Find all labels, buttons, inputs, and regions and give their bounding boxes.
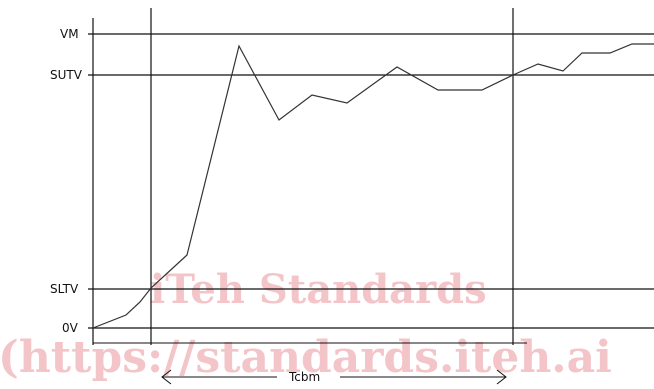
voltage-trace	[92, 43, 654, 329]
tcbm-arrowhead-left	[161, 369, 172, 385]
tcbm-arrowhead-right	[496, 369, 507, 385]
sltv-label: SLTV	[50, 282, 79, 296]
tcbm-label: Tcbm	[288, 370, 320, 384]
vm-label: VM	[60, 27, 79, 41]
watermark-line2: (https://standards.iteh.ai	[0, 332, 612, 383]
sutv-label: SUTV	[50, 68, 83, 82]
zero-label: 0V	[62, 321, 79, 335]
